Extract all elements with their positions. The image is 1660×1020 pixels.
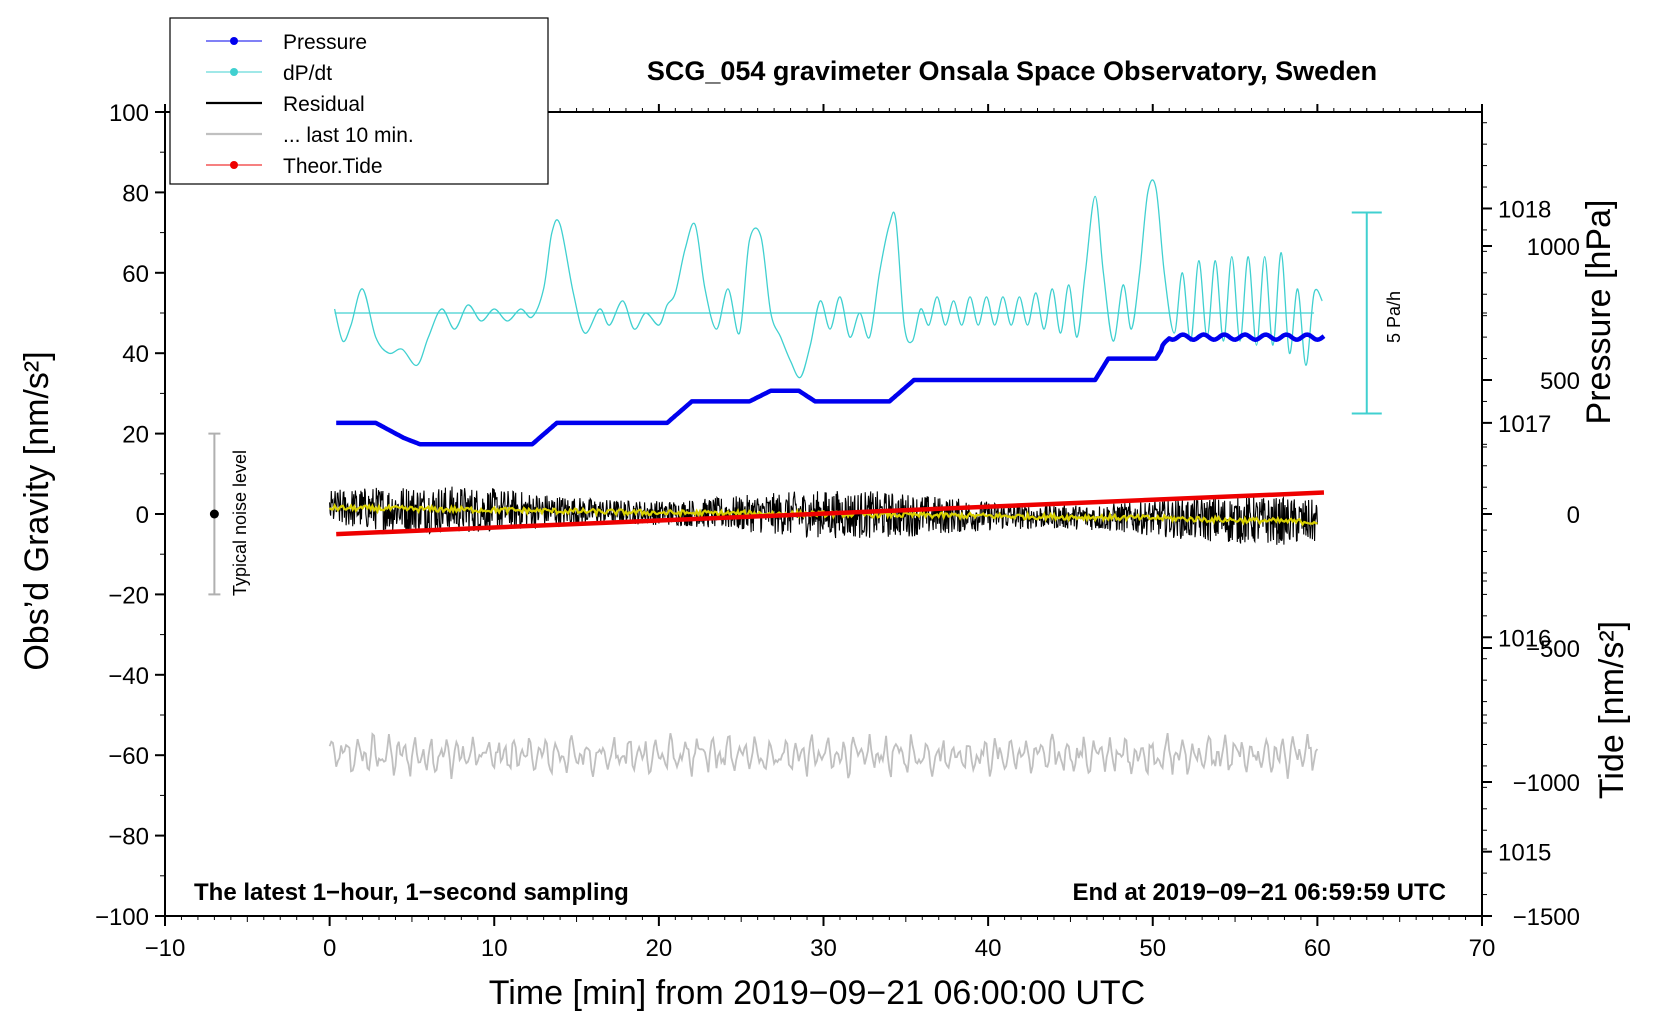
legend-label: Pressure <box>283 31 367 54</box>
x-tick-label: 40 <box>975 935 1002 962</box>
x-tick-label: 10 <box>481 935 508 962</box>
dpdt-scale-label: 5 Pa/h <box>1384 291 1404 343</box>
y-tick-label-tide: 1000 <box>1527 234 1580 261</box>
y-tick-label-left: 80 <box>122 180 149 207</box>
legend-label: dP/dt <box>283 62 332 85</box>
y-axis-title-tide: Tide [nm/s²] <box>1593 621 1631 799</box>
smoothed-residual-series <box>328 502 1318 527</box>
y-tick-label-pressure: 1015 <box>1498 840 1551 867</box>
dpdt-series <box>333 179 1323 379</box>
x-tick-label: 60 <box>1304 935 1331 962</box>
legend-marker <box>230 68 238 76</box>
legend-label: ... last 10 min. <box>283 124 414 147</box>
last-10-min-series <box>328 732 1319 780</box>
x-tick-label: −10 <box>145 935 186 962</box>
end-time-note: End at 2019−09−21 06:59:59 UTC <box>1072 879 1446 906</box>
legend: Pressure dP/dt Residual ... last 10 min. The… <box>169 17 549 185</box>
sampling-note: The latest 1−hour, 1−second sampling <box>194 879 629 906</box>
y-tick-label-tide: −1000 <box>1513 770 1580 797</box>
legend-label: Residual <box>283 93 365 116</box>
y-tick-label-tide: −500 <box>1526 636 1580 663</box>
x-tick-label: 70 <box>1469 935 1496 962</box>
y-tick-label-left: −40 <box>108 663 149 690</box>
x-tick-label: 20 <box>646 935 673 962</box>
pressure-series <box>335 332 1326 447</box>
y-tick-label-left: −60 <box>108 743 149 770</box>
y-axis-title-pressure: Pressure [hPa] <box>1580 200 1618 425</box>
legend-marker <box>230 161 238 169</box>
x-tick-label: 30 <box>810 935 837 962</box>
legend-label: Theor.Tide <box>283 155 383 178</box>
y-tick-label-tide: −1500 <box>1513 904 1580 931</box>
y-tick-label-left: −80 <box>108 824 149 851</box>
y-tick-label-pressure: 1017 <box>1498 411 1551 438</box>
y-tick-label-left: −20 <box>108 582 149 609</box>
y-tick-label-left: 100 <box>109 100 149 127</box>
y-tick-label-left: 40 <box>122 341 149 368</box>
y-axis-title-left: Obs’d Gravity [nm/s²] <box>18 351 56 670</box>
y-tick-label-left: 0 <box>136 502 149 529</box>
y-tick-label-left: 60 <box>122 261 149 288</box>
axes: −10 0 10 20 30 40 50 60 70100806040200−20−40−60−… <box>95 100 1580 962</box>
noise-level-label: Typical noise level <box>230 450 250 596</box>
residual-series <box>329 486 1318 545</box>
y-tick-label-left: −100 <box>95 904 149 931</box>
x-axis-title: Time [min] from 2019−09−21 06:00:00 UTC <box>489 974 1145 1012</box>
noise-bar-center <box>209 509 219 519</box>
y-tick-label-left: 20 <box>122 422 149 449</box>
y-tick-label-pressure: 1016 <box>1498 625 1551 652</box>
plot-area <box>208 179 1382 780</box>
tide-series <box>336 490 1325 537</box>
y-tick-label-tide: 500 <box>1540 368 1580 395</box>
legend-box <box>169 17 549 185</box>
y-tick-label-tide: 0 <box>1567 502 1580 529</box>
y-tick-label-pressure: 1018 <box>1498 196 1551 223</box>
chart-title: SCG_054 gravimeter Onsala Space Observat… <box>647 56 1377 86</box>
legend-marker <box>230 37 238 45</box>
x-tick-label: 50 <box>1139 935 1166 962</box>
x-tick-label: 0 <box>323 935 336 962</box>
